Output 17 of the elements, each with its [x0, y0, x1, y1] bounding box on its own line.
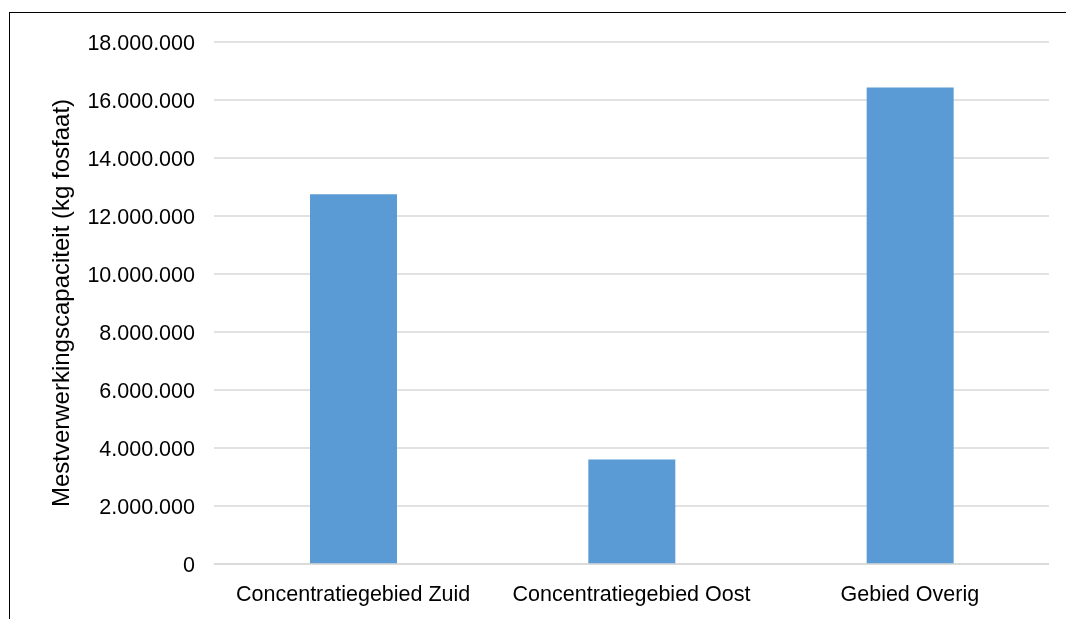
y-tick-label: 12.000.000 [87, 204, 196, 229]
y-tick-label: 14.000.000 [87, 146, 196, 171]
y-tick-label: 16.000.000 [87, 88, 196, 113]
y-tick-label: 4.000.000 [99, 436, 196, 461]
y-axis-title: Mestverwerkingscapaciteit (kg fosfaat) [46, 98, 74, 508]
y-tick-label: 6.000.000 [99, 378, 196, 403]
x-tick-label: Gebied Overig [840, 582, 980, 607]
y-tick-label: 2.000.000 [99, 494, 196, 519]
y-tick-label: 0 [183, 552, 196, 577]
bar [866, 87, 954, 564]
y-tick-label: 8.000.000 [99, 320, 196, 345]
bar [588, 459, 676, 564]
x-tick-label: Concentratiegebied Oost [512, 582, 751, 607]
y-tick-label: 18.000.000 [87, 30, 196, 55]
y-tick-label: 10.000.000 [87, 262, 196, 287]
bar [310, 194, 397, 564]
x-tick-label: Concentratiegebied Zuid [236, 582, 471, 607]
